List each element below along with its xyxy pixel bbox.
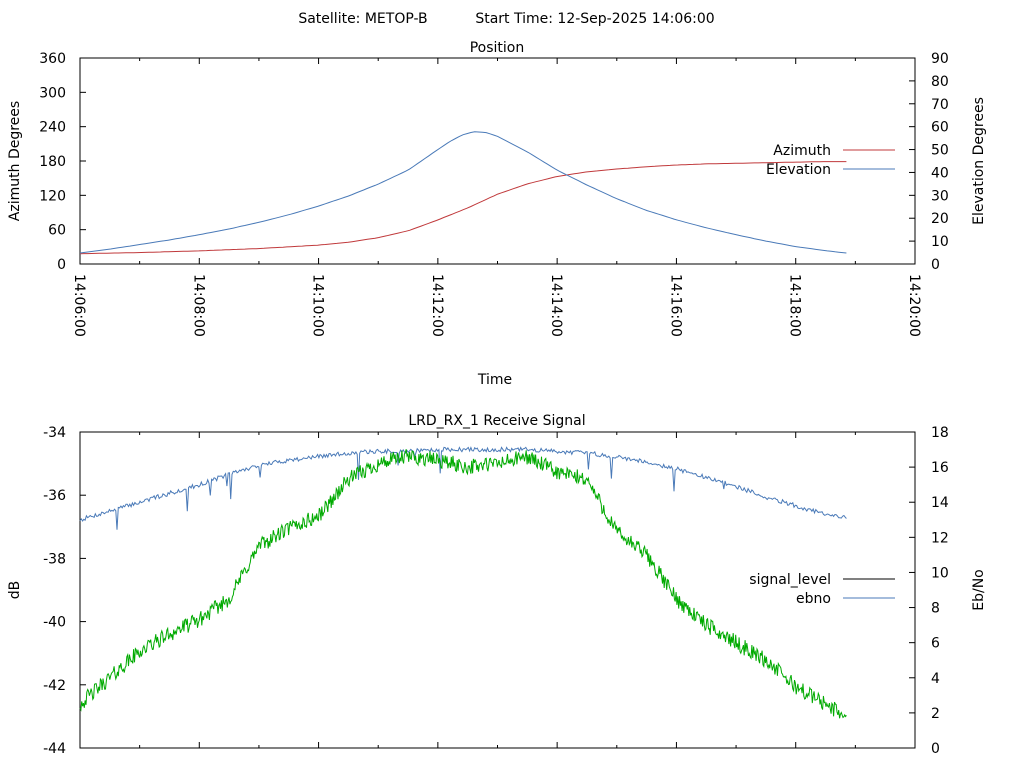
chart1-ylabel: Azimuth Degrees	[7, 101, 23, 221]
figure-title-satellite: Satellite: METOP-B	[298, 11, 427, 27]
chart1-xtick-label: 14:14:00	[548, 274, 564, 337]
chart1-y2tick-label: 40	[931, 165, 949, 181]
chart2-ylabel: dB	[7, 581, 23, 600]
chart2-y2tick-label: 6	[931, 636, 940, 652]
chart1-legend-label: Azimuth	[773, 143, 831, 159]
chart2-y2tick-label: 10	[931, 565, 949, 581]
chart1-ytick-label: 120	[39, 188, 66, 204]
chart2-ytick-label: -34	[43, 425, 66, 441]
chart2-y2tick-label: 0	[931, 741, 940, 757]
chart1-ytick-label: 360	[39, 51, 66, 67]
figure-title-start-time: Start Time: 12-Sep-2025 14:06:00	[475, 11, 714, 27]
chart2-legend-label: ebno	[796, 591, 831, 607]
chart2-title: LRD_RX_1 Receive Signal	[408, 413, 585, 429]
chart1-xtick-label: 14:16:00	[667, 274, 683, 337]
chart1-legend-label: Elevation	[766, 162, 831, 178]
chart1-title: Position	[470, 40, 525, 56]
chart1-xlabel: Time	[477, 372, 512, 388]
chart2-y2tick-label: 8	[931, 601, 940, 617]
chart2-ytick-label: -44	[43, 741, 66, 757]
chart1-xtick-label: 14:10:00	[310, 274, 326, 337]
chart1-ytick-label: 240	[39, 120, 66, 136]
chart1-ytick-label: 0	[57, 257, 66, 273]
chart2-y2tick-label: 14	[931, 495, 949, 511]
chart1-ytick-label: 60	[48, 223, 66, 239]
chart2-y2tick-label: 2	[931, 706, 940, 722]
chart2-ytick-label: -36	[43, 488, 66, 504]
chart1-y2tick-label: 60	[931, 120, 949, 136]
chart2-ytick-label: -38	[43, 551, 66, 567]
chart1-y2tick-label: 70	[931, 97, 949, 113]
chart1-y2tick-label: 50	[931, 143, 949, 159]
chart1-y2label: Elevation Degrees	[971, 97, 987, 225]
chart2-y2tick-label: 12	[931, 530, 949, 546]
chart1-y2tick-label: 90	[931, 51, 949, 67]
chart2-ytick-label: -42	[43, 678, 66, 694]
chart2-series-ebno-line	[79, 446, 847, 530]
chart2-y2tick-label: 4	[931, 671, 940, 687]
chart1-ytick-label: 180	[39, 154, 66, 170]
chart2-y2tick-label: 18	[931, 425, 949, 441]
chart2-series-green-signal-line	[79, 449, 847, 719]
chart2-plot-frame	[79, 431, 916, 749]
chart1-xtick-label: 14:12:00	[429, 274, 445, 337]
chart2-legend-label: signal_level	[749, 572, 831, 588]
chart1-xtick-label: 14:06:00	[71, 274, 87, 337]
chart1-y2tick-label: 10	[931, 234, 949, 250]
chart1-y2tick-label: 80	[931, 74, 949, 90]
chart1-xtick-label: 14:20:00	[906, 274, 922, 337]
chart2-ytick-label: -40	[43, 615, 66, 631]
chart2-y2tick-label: 16	[931, 460, 949, 476]
chart1-y2tick-label: 30	[931, 188, 949, 204]
chart2-y2label: Eb/No	[971, 569, 987, 611]
chart1-xtick-label: 14:18:00	[787, 274, 803, 337]
chart1-y2tick-label: 20	[931, 211, 949, 227]
chart1-ytick-label: 300	[39, 85, 66, 101]
chart1-xtick-label: 14:08:00	[190, 274, 206, 337]
chart1-series-Azimuth-line	[79, 161, 847, 255]
chart1-y2tick-label: 0	[931, 257, 940, 273]
chart1-series-Elevation-line	[79, 131, 847, 254]
